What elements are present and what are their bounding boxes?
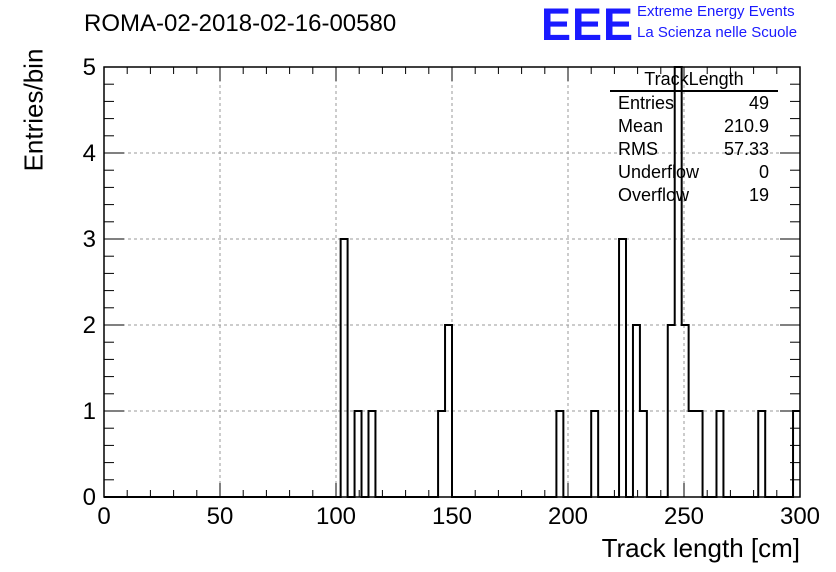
- x-tick-label: 200: [548, 503, 588, 530]
- plot-title: ROMA-02-2018-02-16-00580: [84, 10, 397, 37]
- histogram-bar: [438, 411, 445, 497]
- histogram-bar: [793, 411, 800, 497]
- stats-value: 57.33: [723, 139, 769, 159]
- histogram-bar: [341, 239, 348, 497]
- histogram-bar: [619, 239, 626, 497]
- histogram-bar: [355, 411, 362, 497]
- stats-box-title: TrackLength: [610, 68, 778, 92]
- stats-row-overflow: Overflow 19: [610, 184, 778, 207]
- histogram-bar: [368, 411, 375, 497]
- y-axis-label: Entries/bin: [18, 48, 49, 172]
- stats-label: Mean: [618, 116, 664, 136]
- x-tick-label: 0: [97, 503, 110, 530]
- x-axis-label: Track length [cm]: [601, 533, 800, 563]
- stats-row-entries: Entries 49: [610, 92, 778, 115]
- stats-label: Entries: [618, 93, 675, 113]
- x-tick-label: 300: [780, 503, 820, 530]
- x-tick-label: 50: [207, 503, 234, 530]
- logo-caption-line1: Extreme Energy Events: [637, 3, 795, 20]
- stats-box: TrackLength Entries 49 Mean 210.9 RMS 57…: [610, 68, 778, 207]
- histogram-bar: [689, 411, 696, 497]
- stats-value: 49: [748, 93, 769, 113]
- stats-row-rms: RMS 57.33: [610, 138, 778, 161]
- x-tick-label: 250: [664, 503, 704, 530]
- histogram-bar: [556, 411, 563, 497]
- logo-caption-line2: La Scienza nelle Scuole: [637, 24, 798, 41]
- stats-label: Underflow: [618, 162, 700, 182]
- stats-value: 210.9: [723, 116, 769, 136]
- stats-value: 19: [748, 185, 769, 205]
- stats-row-mean: Mean 210.9: [610, 115, 778, 138]
- x-tick-label: 150: [432, 503, 472, 530]
- eee-logo: EEE: [541, 0, 635, 50]
- y-tick-label: 5: [83, 54, 96, 81]
- y-tick-label: 2: [83, 312, 96, 339]
- stats-value: 0: [758, 162, 769, 182]
- x-tick-label: 100: [316, 503, 356, 530]
- histogram-bar: [758, 411, 765, 497]
- stats-label: Overflow: [618, 185, 690, 205]
- stats-row-underflow: Underflow 0: [610, 161, 778, 184]
- histogram-bar: [591, 411, 598, 497]
- stats-label: RMS: [618, 139, 658, 159]
- y-tick-label: 1: [83, 398, 96, 425]
- histogram-bar: [696, 411, 703, 497]
- histogram-bar: [640, 411, 647, 497]
- y-tick-label: 3: [83, 226, 96, 253]
- y-tick-label: 0: [83, 484, 96, 511]
- y-tick-label: 4: [83, 140, 96, 167]
- histogram-bar: [716, 411, 723, 497]
